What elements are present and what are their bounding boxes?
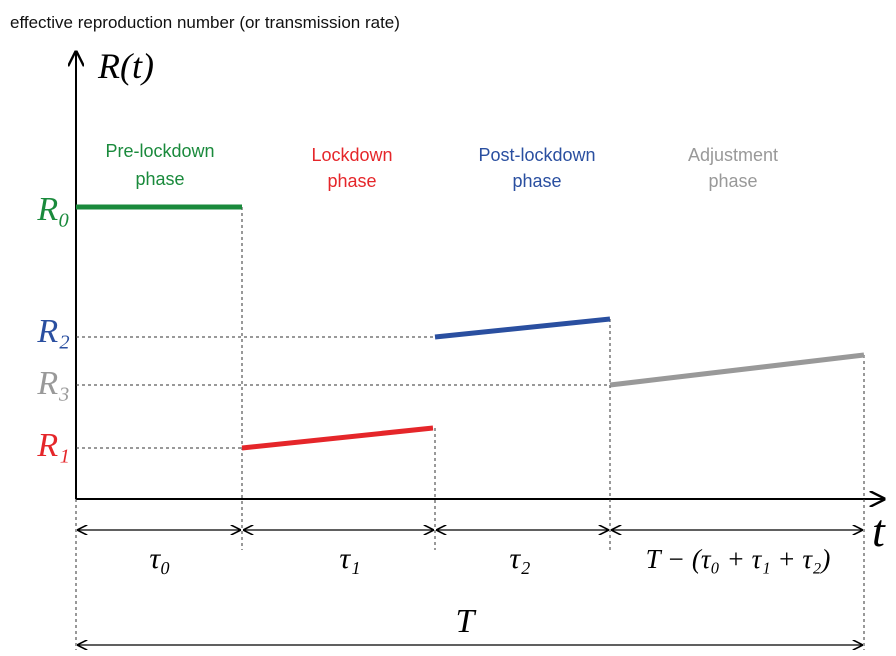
adjustment-line: [609, 352, 865, 388]
phase-label: Adjustment: [688, 145, 778, 165]
phase-label: Post-lockdown: [478, 145, 595, 165]
duration-label: τ₂: [509, 542, 530, 575]
phase-label: Lockdown: [311, 145, 392, 165]
duration-label: τ₁: [339, 542, 360, 575]
post-lockdown-line: [434, 316, 611, 340]
phase-label: phase: [327, 171, 376, 191]
duration-label: τ₀: [149, 542, 170, 575]
level-label: R₁: [36, 427, 70, 464]
x-axis-label: t: [872, 505, 886, 556]
lockdown-line: [241, 425, 434, 451]
duration-label: T − (τ₀ + τ₁ + τ₂): [646, 544, 831, 574]
level-label: R₃: [36, 365, 70, 402]
total-label: T: [456, 603, 477, 640]
phase-label: phase: [135, 169, 184, 189]
phase-label: phase: [512, 171, 561, 191]
y-axis-label: R(t): [97, 46, 154, 86]
phase-label: phase: [708, 171, 757, 191]
title: effective reproduction number (or transm…: [10, 13, 400, 32]
phase-label: Pre-lockdown: [105, 141, 214, 161]
level-label: R₀: [36, 191, 70, 228]
level-label: R₂: [36, 313, 70, 350]
